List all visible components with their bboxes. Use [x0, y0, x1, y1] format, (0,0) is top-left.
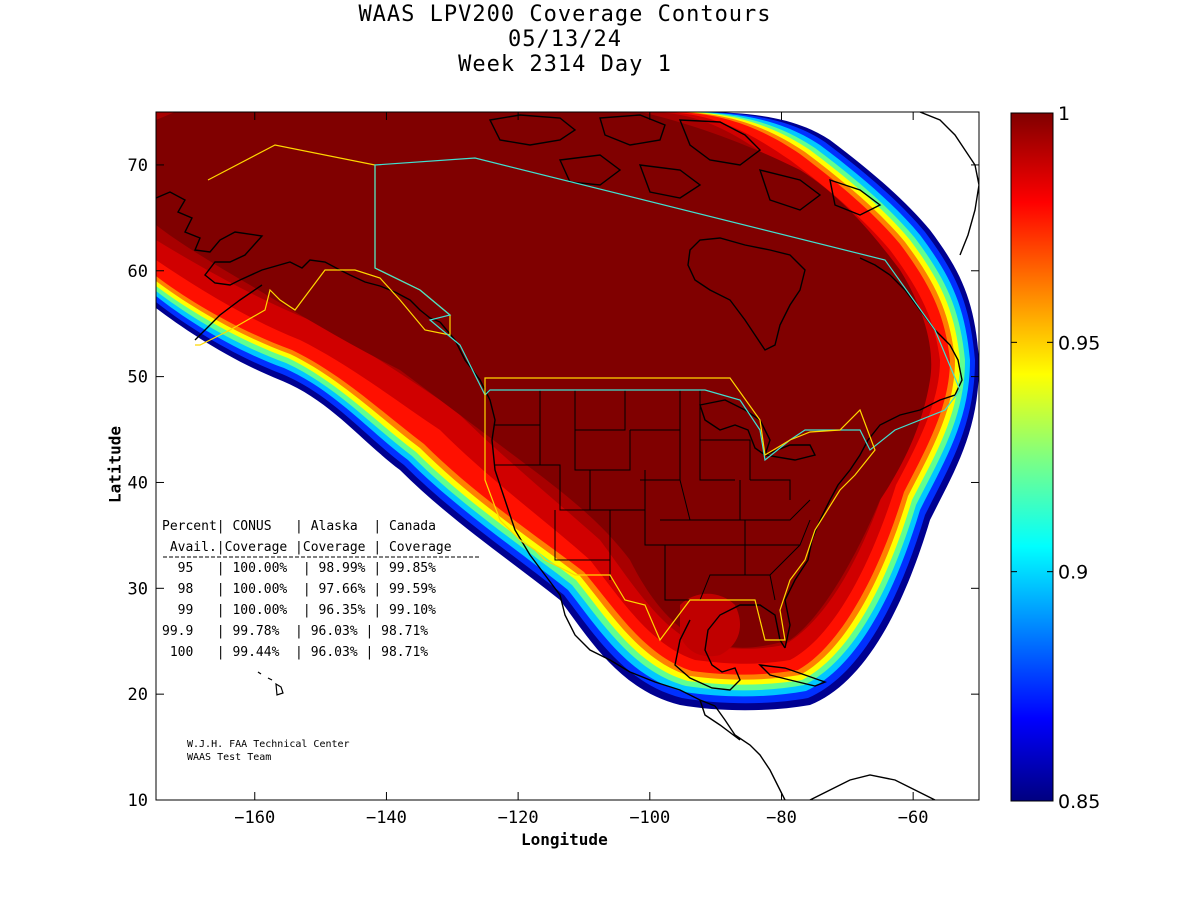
colorbar-tick-label: 1	[1058, 103, 1070, 125]
colorbar-tick-label: 0.9	[1058, 562, 1088, 584]
x-axis: −160 −140 −120 −100 −80 −60	[234, 112, 929, 828]
state-lines-east	[725, 439, 811, 601]
south-america-coastline	[809, 774, 936, 800]
conus-border	[484, 377, 876, 642]
service-area-borders	[195, 144, 961, 642]
alaska-peninsula	[194, 284, 263, 341]
map-title-line1: WAAS LPV200 Coverage Contours	[358, 2, 772, 27]
y-tick-label: 30	[128, 579, 148, 599]
table-row: 98 | 100.00% | 97.66% | 99.59%	[162, 582, 436, 597]
colorbar-tick-label: 0.85	[1058, 791, 1100, 813]
plot-frame	[155, 111, 980, 801]
table-row: 99 | 100.00% | 96.35% | 99.10%	[162, 603, 436, 618]
table-header-1: Percent| CONUS | Alaska | Canada	[162, 519, 436, 534]
table-row: 95 | 100.00% | 98.99% | 99.85%	[162, 561, 436, 576]
state-lines-west	[495, 390, 700, 580]
y-tick-label: 50	[128, 368, 148, 388]
credit-line2: WAAS Test Team	[187, 752, 271, 763]
contour-band-1.0	[156, 112, 932, 648]
x-tick-label: −120	[498, 808, 539, 828]
coverage-contours	[156, 112, 979, 711]
x-tick-label: −60	[898, 808, 929, 828]
y-tick-label: 60	[128, 262, 148, 282]
y-tick-label: 40	[128, 473, 148, 493]
map-title-line3: Week 2314 Day 1	[458, 52, 672, 77]
credit-line1: W.J.H. FAA Technical Center	[187, 739, 350, 750]
x-tick-label: −100	[629, 808, 670, 828]
great-lakes	[699, 399, 817, 461]
x-axis-label: Longitude	[521, 830, 608, 849]
state-boundaries	[495, 389, 811, 601]
y-axis-label: Latitude	[105, 425, 125, 504]
table-row: 100 | 99.44% | 96.03% | 98.71%	[162, 645, 428, 660]
colorbar-tick-label: 0.95	[1058, 332, 1100, 354]
hudson-bay-coastline	[687, 237, 806, 351]
map-title-line2: 05/13/24	[508, 27, 622, 52]
hawaii-islands	[257, 671, 284, 696]
y-tick-label: 70	[128, 156, 148, 176]
x-tick-label: −160	[234, 808, 275, 828]
colorbar-ticks: 1 0.95 0.9 0.85	[1011, 103, 1100, 813]
contour-gulf-patch	[680, 593, 740, 657]
alaska-coastline	[156, 191, 441, 323]
cuba	[758, 664, 827, 687]
canada-border	[374, 157, 961, 462]
table-row: 99.9 | 99.78% | 96.03% | 98.71%	[162, 624, 428, 639]
y-tick-label: 20	[128, 685, 148, 705]
x-tick-label: −140	[366, 808, 407, 828]
x-tick-label: −80	[766, 808, 797, 828]
arctic-islands	[488, 114, 882, 216]
coverage-table: Percent| CONUS | Alaska | Canada Avail.|…	[162, 519, 480, 660]
y-tick-label: 10	[128, 791, 148, 811]
central-america-coastline	[699, 699, 786, 800]
y-axis: 10 20 30 40 50 60 70	[128, 156, 979, 811]
gulf-coastline	[674, 604, 786, 691]
colorbar	[1010, 112, 1054, 802]
table-header-2: Avail.|Coverage |Coverage | Coverage	[162, 540, 452, 555]
